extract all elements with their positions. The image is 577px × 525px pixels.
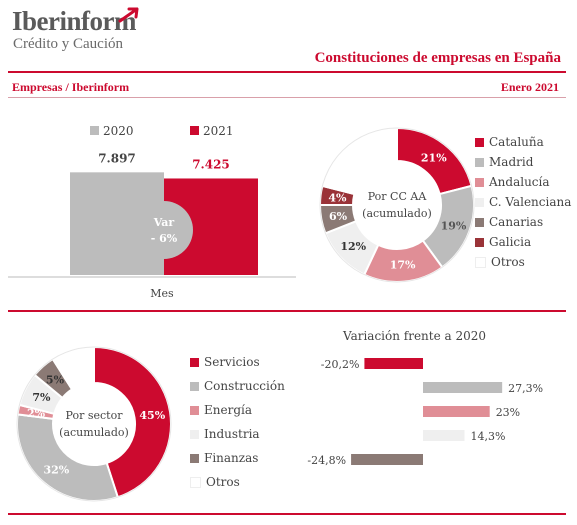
legend-label-2021: 2021 — [203, 124, 234, 138]
monthly-bar-chart: 2020 2021 7.897 7.425 Var - 6% Mes — [8, 124, 296, 300]
legend-swatch-2020 — [90, 126, 99, 135]
sector-legend-swatch — [190, 429, 199, 439]
footer-divider — [8, 513, 566, 515]
variation-chart-title: Variación frente a 2020 — [342, 329, 486, 343]
variation-bar-chart: Variación frente a 2020 -20,2% 27,3% 23% 14,… — [307, 329, 543, 467]
variation-bar-label: 23% — [496, 406, 520, 419]
ccaa-legend-item: Otros — [475, 255, 525, 269]
legend-label-2020: 2020 — [103, 124, 134, 138]
logo-tagline: Crédito y Caución — [13, 36, 123, 52]
sector-legend-item: Otros — [190, 475, 240, 489]
header-divider — [8, 71, 566, 73]
ccaa-legend-label: Cataluña — [489, 135, 544, 149]
ccaa-center-title: Por CC AA — [368, 190, 428, 203]
ccaa-legend-item: Andalucía — [475, 175, 550, 189]
ccaa-legend-item: C. Valenciana — [475, 195, 571, 209]
legend-swatch-2021 — [190, 126, 199, 135]
ccaa-legend-item: Canarias — [475, 215, 543, 229]
sector-legend-swatch — [190, 453, 199, 463]
ccaa-legend-swatch — [475, 237, 484, 247]
ccaa-legend-swatch — [475, 137, 484, 147]
sector-legend-label: Servicios — [204, 355, 260, 369]
ccaa-legend-label: Madrid — [489, 155, 534, 169]
sector-legend-label: Finanzas — [204, 451, 259, 465]
sector-legend-label: Energía — [204, 403, 252, 417]
sector-outer-ring — [16, 346, 172, 502]
ccaa-outer-ring — [319, 127, 475, 283]
sector-legend-swatch — [190, 405, 199, 415]
ccaa-legend-label: Andalucía — [489, 175, 550, 189]
variation-bar-label: -20,2% — [321, 358, 360, 371]
ccaa-slice-label: 12% — [340, 240, 366, 253]
sector-legend-swatch — [190, 476, 201, 488]
sector-legend-item: Construcción — [190, 379, 285, 393]
x-axis-label: Mes — [150, 287, 174, 300]
sector-slice-label: 5% — [46, 374, 65, 387]
sector-legend-item: Finanzas — [190, 451, 258, 465]
logo-arrow-icon — [118, 7, 139, 23]
ccaa-legend-item: Cataluña — [475, 135, 544, 149]
ccaa-legend-label: Galicia — [489, 235, 532, 249]
sector-legend-item: Industria — [190, 427, 260, 441]
ccaa-legend-swatch — [475, 256, 486, 268]
logo-wordmark: Iberinform — [12, 6, 136, 36]
sector-legend-label: Otros — [206, 475, 240, 489]
sector-legend-label: Industria — [204, 427, 260, 441]
ccaa-legend-label: Canarias — [489, 215, 544, 229]
variation-bar-energía — [423, 406, 490, 417]
ccaa-legend-item: Madrid — [475, 155, 533, 169]
ccaa-legend-swatch — [475, 177, 484, 187]
variation-bar-label: -24,8% — [307, 454, 346, 467]
variation-circle — [135, 201, 193, 259]
period-label: Enero 2021 — [500, 80, 559, 94]
variation-bar-label: 27,3% — [508, 382, 543, 395]
variation-bar-construcción — [423, 382, 503, 393]
sector-slice-label: 45% — [139, 409, 165, 422]
ccaa-legend-label: Otros — [491, 255, 525, 269]
section-label: Empresas / Iberinform — [12, 80, 130, 94]
sector-legend-swatch — [190, 381, 199, 391]
variation-value: - 6% — [151, 232, 178, 245]
sector-slice-label: 7% — [32, 391, 51, 404]
sector-legend-swatch — [190, 357, 199, 367]
sector-center-subtitle: (acumulado) — [59, 426, 129, 439]
variation-bar-industria — [423, 430, 465, 441]
legend-ccaa: Cataluña Madrid Andalucía C. Valenciana Cana… — [475, 135, 575, 275]
ccaa-legend-label: C. Valenciana — [489, 195, 572, 209]
sector-legend-item: Energía — [190, 403, 252, 417]
ccaa-slice-label: 4% — [328, 191, 347, 204]
subheader-divider — [8, 97, 566, 98]
bar-value-label-2020: 7.897 — [98, 151, 136, 165]
variation-title: Var — [153, 216, 175, 229]
ccaa-legend-swatch — [475, 157, 484, 167]
sector-legend-label: Construcción — [204, 379, 285, 393]
ccaa-slice-label: 17% — [390, 259, 416, 272]
sector-legend-item: Servicios — [190, 355, 260, 369]
ccaa-center-subtitle: (acumulado) — [362, 207, 432, 220]
ccaa-legend-swatch — [475, 197, 484, 207]
donut-ccaa-chart: 21% 19% 17% 12% 6% 4% Por CC AA (acumulado) — [318, 126, 475, 283]
ccaa-legend-item: Galicia — [475, 235, 531, 249]
page-title: Constituciones de empresas en España — [314, 50, 561, 66]
sector-center-title: Por sector — [66, 409, 124, 422]
ccaa-legend-swatch — [475, 217, 484, 227]
ccaa-slice-label: 21% — [421, 152, 447, 165]
variation-bar-finanzas — [351, 454, 423, 465]
variation-bar-servicios — [364, 358, 423, 369]
ccaa-slice-label: 6% — [329, 210, 348, 223]
bar-value-label-2021: 7.425 — [192, 157, 230, 171]
ccaa-slice-label: 19% — [441, 219, 467, 232]
legend-sector: Servicios Construcción Energía Industria Fin… — [190, 355, 300, 489]
variation-bar-label: 14,3% — [470, 430, 505, 443]
donut-sector-chart: 45%32%2%7%5%Por sector(acumulado) — [16, 345, 172, 502]
sector-slice-label: 32% — [44, 463, 70, 476]
section-divider — [8, 310, 566, 312]
